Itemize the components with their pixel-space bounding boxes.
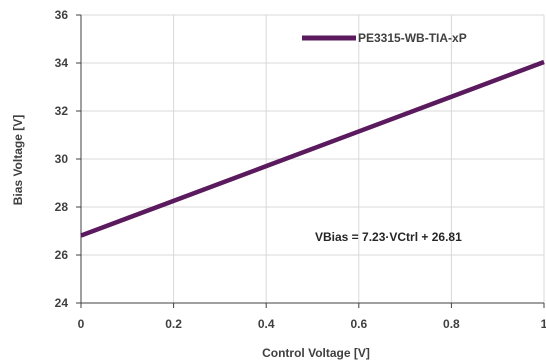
x-tick-label: 0.6	[350, 317, 367, 331]
equation-annotation: VBias = 7.23·VCtrl + 26.81	[315, 230, 462, 244]
x-axis-title: Control Voltage [V]	[262, 346, 370, 360]
x-tick-label: 0.8	[443, 317, 460, 331]
series-line	[80, 59, 545, 238]
y-axis-title: Bias Voltage [V]	[11, 115, 25, 205]
grid	[81, 14, 545, 303]
x-tick-label: 1	[541, 317, 546, 331]
series-lines	[80, 59, 545, 238]
x-tick-label: 0.2	[165, 317, 182, 331]
y-tick-label: 28	[55, 200, 69, 214]
axes	[76, 14, 545, 308]
y-tick-label: 26	[55, 248, 69, 262]
y-tick-label: 36	[55, 8, 69, 22]
legend-label: PE3315-WB-TIA-xP	[358, 31, 467, 45]
y-tick-label: 30	[55, 152, 69, 166]
x-tick-label: 0	[78, 317, 85, 331]
y-tick-label: 34	[55, 56, 69, 70]
x-tick-label: 0.4	[258, 317, 275, 331]
legend: PE3315-WB-TIA-xP	[302, 31, 467, 45]
y-tick-label: 32	[55, 104, 69, 118]
y-tick-label: 24	[55, 296, 69, 310]
tick-labels: 0 0.2 0.4 0.6 0.8 1 24 26 28 30 32 34 36	[55, 8, 546, 331]
